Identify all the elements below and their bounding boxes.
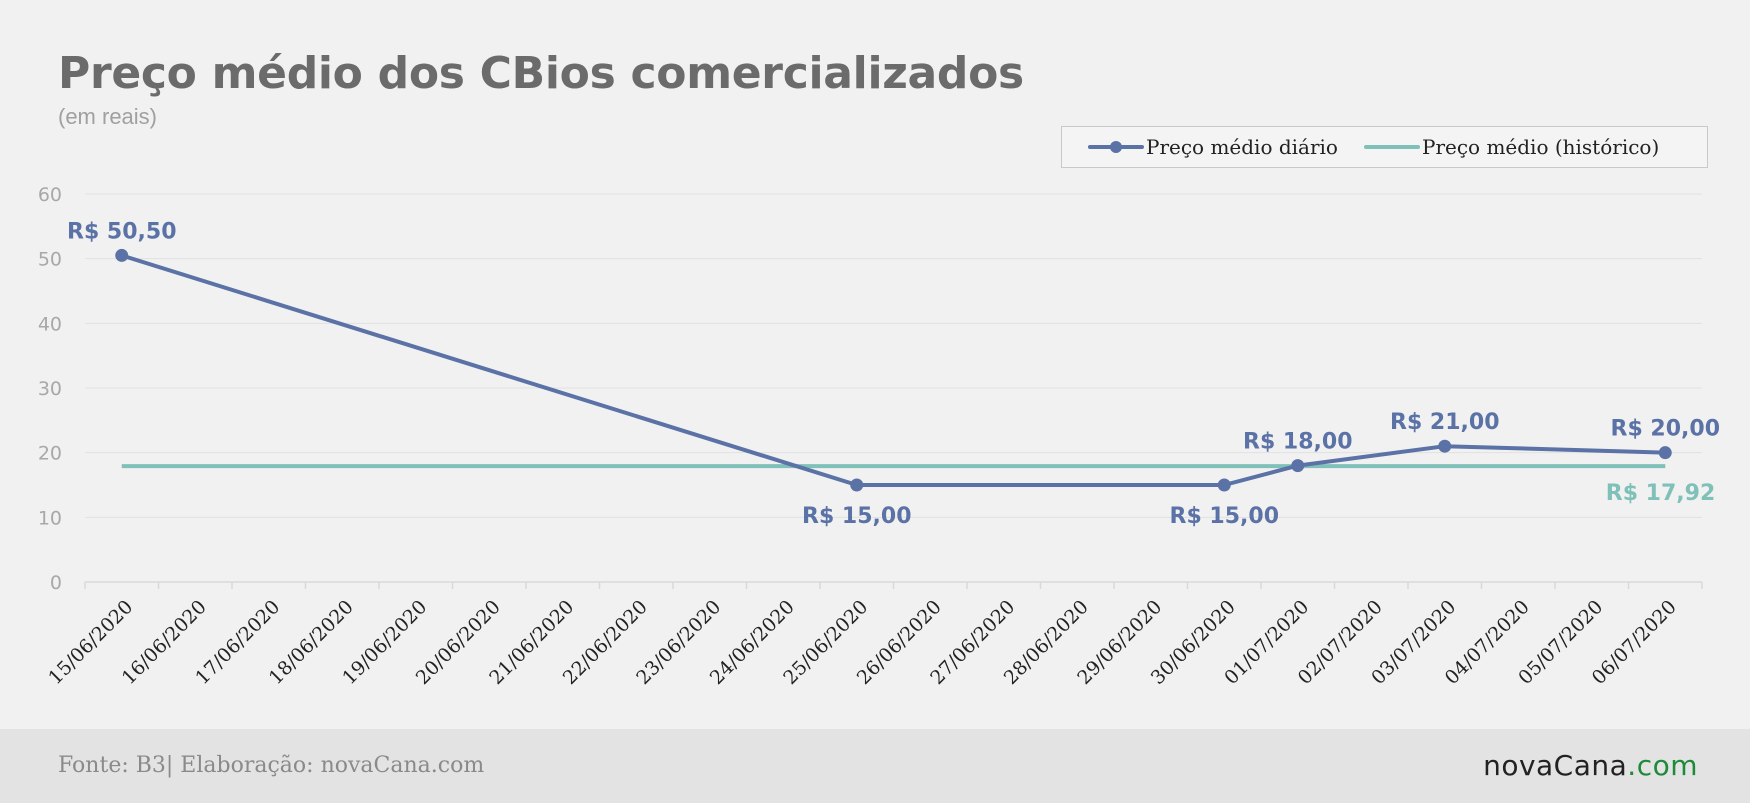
daily-price-label: R$ 15,00 — [1170, 504, 1280, 529]
daily-price-label: R$ 15,00 — [802, 504, 912, 529]
daily-price-line — [121, 253, 1666, 487]
footer: Fonte: B3| Elaboração: novaCana.com nova… — [0, 729, 1750, 803]
novacana-logo: novaCana.com — [1483, 749, 1698, 782]
historic-average-label: R$ 17,92 — [1606, 481, 1716, 506]
y-tick-label: 60 — [38, 184, 62, 206]
daily-price-label: R$ 50,50 — [67, 219, 177, 244]
y-tick-label: 40 — [38, 313, 62, 335]
daily-price-label: R$ 20,00 — [1611, 417, 1721, 442]
daily-price-label: R$ 21,00 — [1390, 410, 1500, 435]
footer-source: Fonte: B3| Elaboração: novaCana.com — [58, 753, 485, 778]
legend-label-historic: Preço médio (histórico) — [1421, 135, 1660, 159]
legend-item-historic: Preço médio (histórico) — [1363, 135, 1660, 159]
chart-title: Preço médio dos CBios comercializados — [58, 48, 1024, 99]
daily-price-label: R$ 18,00 — [1243, 430, 1353, 455]
daily-price-point — [115, 248, 129, 262]
y-tick-label: 10 — [38, 507, 62, 529]
logo-suffix: .com — [1627, 749, 1698, 782]
chart-legend: Preço médio diário Preço médio (históric… — [1061, 126, 1708, 168]
daily-price-point — [1658, 446, 1672, 460]
logo-main: novaCana — [1483, 749, 1628, 782]
legend-label-daily: Preço médio diário — [1146, 135, 1338, 159]
daily-price-point — [1217, 478, 1231, 492]
daily-price-point — [1438, 439, 1452, 453]
line-chart: 010203040506015/06/202016/06/202017/06/2… — [38, 184, 1721, 689]
daily-price-point — [850, 478, 864, 492]
daily-price-point — [1291, 459, 1305, 473]
chart-subtitle: (em reais) — [58, 104, 158, 129]
legend-swatch-daily — [1088, 141, 1144, 153]
y-tick-label: 20 — [38, 443, 62, 465]
legend-swatch-historic — [1363, 145, 1420, 149]
legend-item-daily: Preço médio diário — [1088, 135, 1338, 159]
legend-swatch-daily-marker — [1110, 141, 1122, 153]
y-tick-label: 0 — [50, 572, 62, 594]
y-tick-label: 30 — [38, 378, 62, 400]
y-tick-label: 50 — [38, 249, 62, 271]
